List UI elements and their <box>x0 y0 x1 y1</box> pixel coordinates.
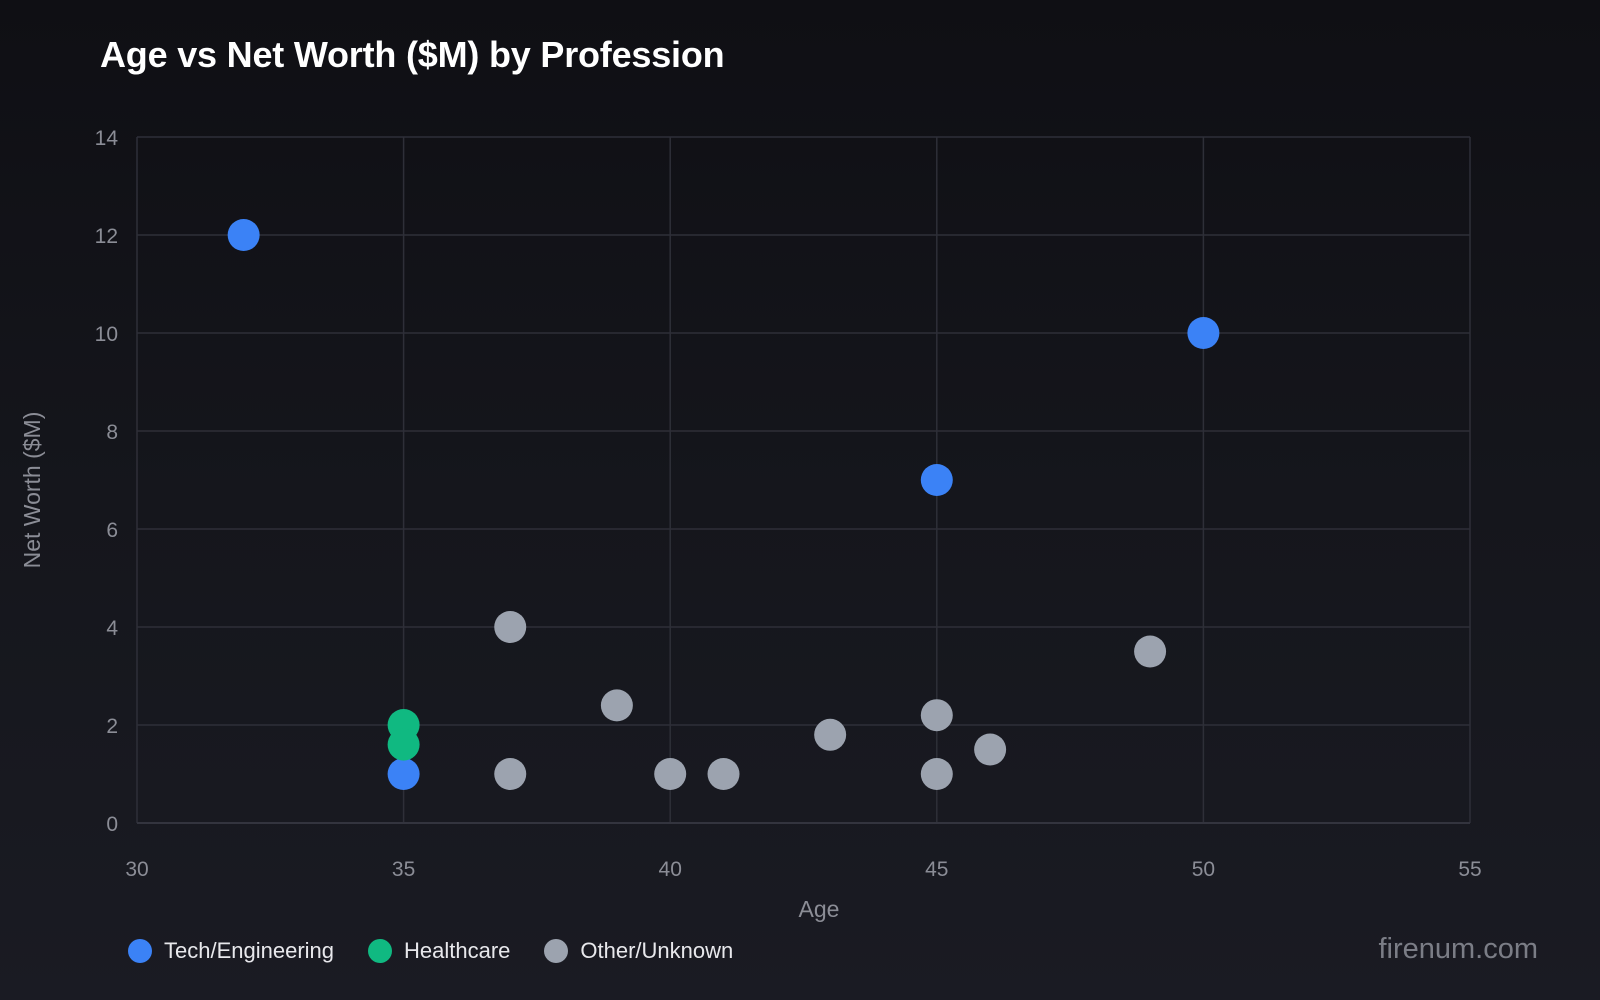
x-axis-ticks: 30 35 40 45 50 55 <box>125 858 1481 881</box>
data-point[interactable] <box>1134 635 1167 668</box>
svg-text:35: 35 <box>392 858 415 881</box>
legend-label: Healthcare <box>404 938 511 963</box>
svg-text:8: 8 <box>106 421 118 444</box>
data-point[interactable] <box>814 718 847 751</box>
data-point[interactable] <box>227 219 260 251</box>
svg-text:6: 6 <box>106 519 118 542</box>
data-point[interactable] <box>1187 317 1220 349</box>
svg-text:40: 40 <box>659 858 682 881</box>
data-point[interactable] <box>920 699 953 732</box>
x-axis-label: Age <box>799 896 840 922</box>
data-point[interactable] <box>920 758 953 790</box>
y-axis-ticks: 0 2 4 6 8 10 12 14 <box>95 127 119 836</box>
legend-dot-icon <box>368 939 393 963</box>
legend-label: Tech/Engineering <box>164 938 335 963</box>
y-axis-label: Net Worth ($M) <box>19 412 45 569</box>
svg-text:45: 45 <box>925 858 948 881</box>
svg-text:12: 12 <box>95 225 118 248</box>
legend-item-healthcare[interactable]: Healthcare <box>368 938 510 964</box>
data-point[interactable] <box>494 758 527 790</box>
data-point[interactable] <box>707 758 740 790</box>
data-point[interactable] <box>920 464 953 496</box>
legend: Tech/Engineering Healthcare Other/Unknow… <box>128 938 767 964</box>
data-point[interactable] <box>387 728 420 761</box>
svg-text:2: 2 <box>106 715 118 738</box>
data-point[interactable] <box>387 758 420 790</box>
chart-title: Age vs Net Worth ($M) by Profession <box>100 34 725 75</box>
data-point[interactable] <box>974 733 1007 766</box>
data-point[interactable] <box>654 758 687 790</box>
data-point[interactable] <box>600 689 633 722</box>
legend-item-other[interactable]: Other/Unknown <box>544 938 733 964</box>
svg-text:4: 4 <box>106 617 118 640</box>
svg-text:0: 0 <box>106 813 118 836</box>
svg-text:10: 10 <box>95 323 118 346</box>
svg-text:30: 30 <box>125 858 148 881</box>
legend-dot-icon <box>544 939 569 963</box>
data-points <box>227 219 1220 790</box>
legend-item-tech[interactable]: Tech/Engineering <box>128 938 334 964</box>
watermark: firenum.com <box>1378 933 1538 965</box>
svg-text:14: 14 <box>95 127 119 150</box>
legend-label: Other/Unknown <box>580 938 734 963</box>
svg-text:55: 55 <box>1458 858 1481 881</box>
svg-text:50: 50 <box>1192 858 1215 881</box>
legend-dot-icon <box>128 939 152 963</box>
data-point[interactable] <box>494 611 527 643</box>
grid-lines <box>136 136 1471 824</box>
